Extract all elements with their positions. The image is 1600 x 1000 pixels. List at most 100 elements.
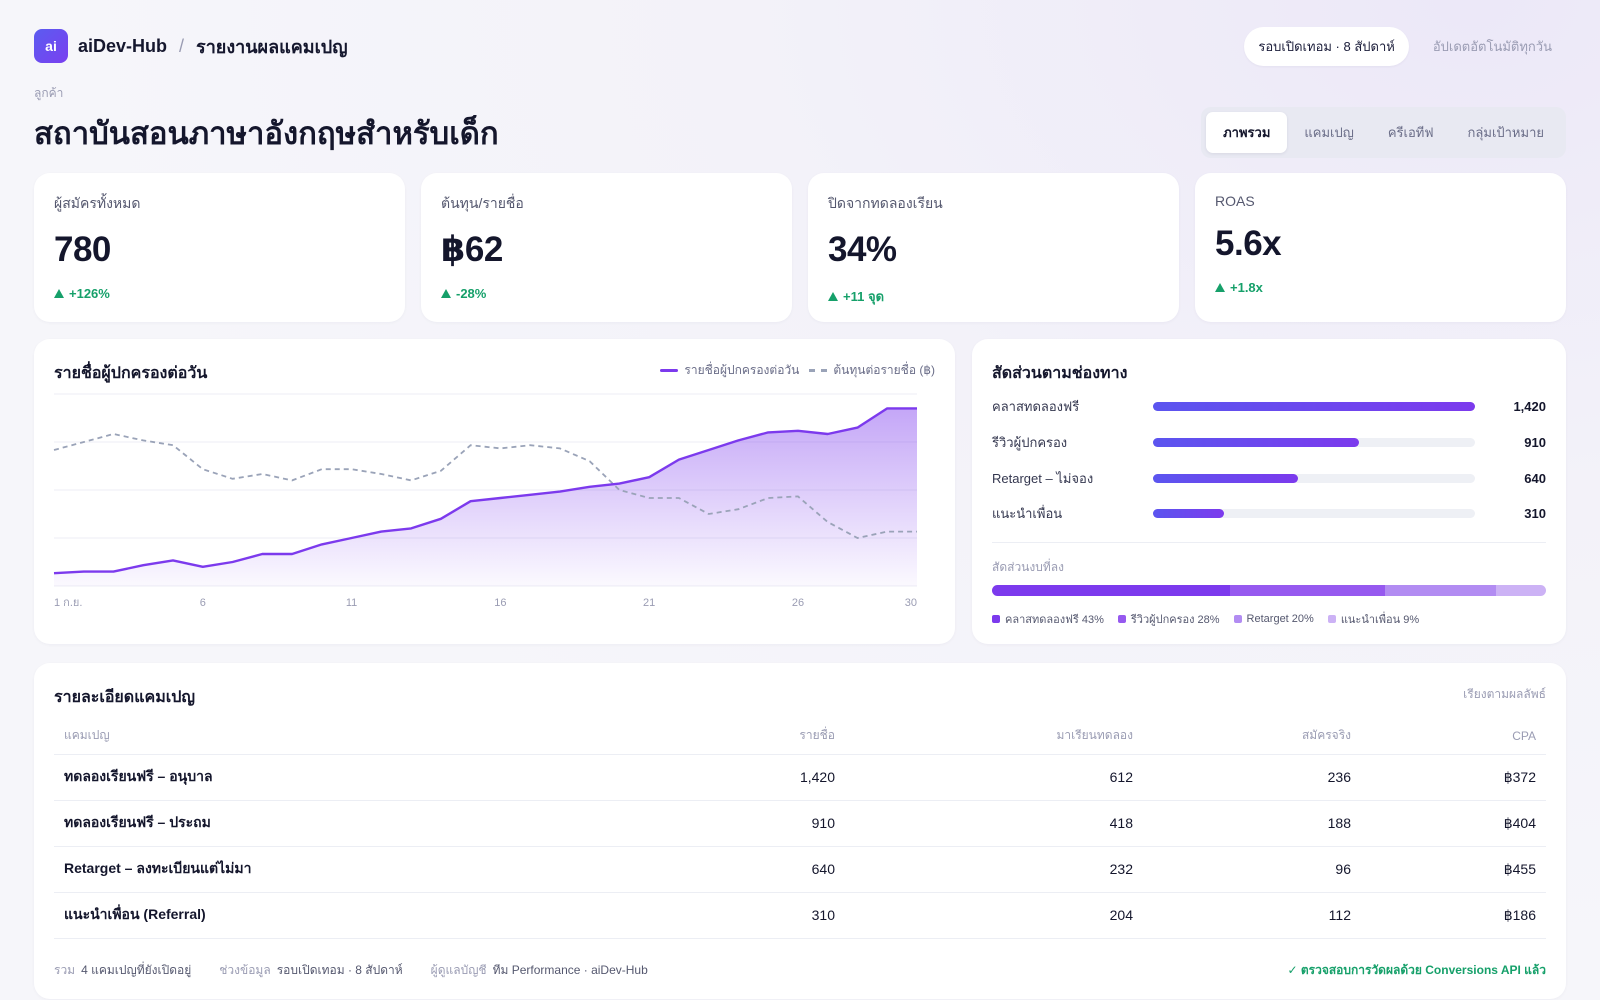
budget-legend-item: คลาสทดลองฟรี 43% <box>992 610 1104 628</box>
cell-enrolled: 236 <box>1143 754 1361 801</box>
leads-line-chart: 1 ก.ย. 6 11 16 21 26 30 <box>53 393 917 609</box>
page-title: สถาบันสอนภาษาอังกฤษสำหรับเด็ก <box>34 116 499 151</box>
legend-swatch <box>1233 615 1242 623</box>
table-row[interactable]: แนะนำเพื่อน (Referral) 310 204 112 ฿186 <box>54 892 1546 939</box>
period-selector[interactable]: รอบเปิดเทอม · 8 สัปดาห์ <box>1244 26 1409 66</box>
trend-up-icon <box>828 292 838 301</box>
column-header-campaign[interactable]: แคมเปญ <box>54 718 634 755</box>
legend-label-cost: ต้นทุนต่อรายชื่อ (฿) <box>833 363 935 377</box>
channel-name: รีวิวผู้ปกครอง <box>992 434 1068 450</box>
channel-bar-fill <box>1153 437 1360 447</box>
kpi-label: ต้นทุน/รายชื่อ <box>441 195 524 211</box>
footer-range-label: ช่วงข้อมูล <box>219 963 271 977</box>
chart-legend: รายชื่อผู้ปกครองต่อวัน ต้นทุนต่อรายชื่อ … <box>660 361 935 380</box>
kpi-delta: +126% <box>54 286 385 301</box>
channel-bar-fill <box>1153 473 1298 483</box>
campaign-table-card: รายละเอียดแคมเปญ เรียงตามผลลัพธ์ แคมเปญ … <box>34 663 1566 999</box>
channel-bar-track <box>1153 401 1475 411</box>
footer-range-value: รอบเปิดเทอม · 8 สัปดาห์ <box>276 963 403 977</box>
channel-row: รีวิวผู้ปกครอง 910 <box>992 432 1546 452</box>
cell-trial: 418 <box>845 800 1143 847</box>
kpi-value: 780 <box>54 230 111 269</box>
legend-swatch-leads <box>660 369 679 372</box>
budget-stacked-bar <box>992 585 1546 596</box>
kpi-card-trial-close-rate: ปิดจากทดลองเรียน 34% +11 จุด <box>808 173 1179 322</box>
cell-trial: 232 <box>845 846 1143 893</box>
campaign-name: ทดลองเรียนฟรี – ประถม <box>54 800 634 847</box>
tab-overview[interactable]: ภาพรวม <box>1206 112 1288 153</box>
budget-segment <box>992 585 1231 596</box>
cell-trial: 204 <box>845 892 1143 939</box>
legend-swatch <box>1117 615 1126 623</box>
cell-leads: 910 <box>634 800 845 847</box>
chart-title: รายชื่อผู้ปกครองต่อวัน <box>54 365 208 382</box>
x-tick-label: 30 <box>905 597 917 609</box>
channel-bar-track <box>1153 508 1475 518</box>
table-title: รายละเอียดแคมเปญ <box>54 689 196 706</box>
cell-enrolled: 112 <box>1143 892 1361 939</box>
budget-legend-label: แนะนำเพื่อน 9% <box>1340 614 1420 626</box>
legend-swatch-cost <box>809 369 828 372</box>
kpi-card-cost-per-lead: ต้นทุน/รายชื่อ ฿62 -28% <box>421 173 792 322</box>
cell-cpa: ฿186 <box>1361 892 1546 939</box>
kpi-label: ผู้สมัครทั้งหมด <box>54 195 141 211</box>
tab-audiences[interactable]: กลุ่มเป้าหมาย <box>1467 125 1544 140</box>
campaign-name: ทดลองเรียนฟรี – อนุบาล <box>54 754 634 801</box>
channel-bar-fill <box>1153 401 1475 411</box>
x-tick-label: 1 ก.ย. <box>54 597 82 609</box>
kpi-delta-value: +126% <box>69 286 110 301</box>
top-bar: ai aiDev-Hub / รายงานผลแคมเปญ รอบเปิดเทอ… <box>34 26 1552 66</box>
x-tick-label: 6 <box>200 597 206 609</box>
cell-leads: 640 <box>634 846 845 893</box>
column-header-cpa[interactable]: CPA <box>1361 718 1546 755</box>
budget-segment <box>1496 585 1546 596</box>
brand-name[interactable]: aiDev-Hub <box>78 35 168 56</box>
verified-status: ✓ ตรวจสอบการวัดผลด้วย Conversions API แล… <box>1287 963 1546 977</box>
cell-cpa: ฿455 <box>1361 846 1546 893</box>
table-row[interactable]: ทดลองเรียนฟรี – อนุบาล 1,420 612 236 ฿37… <box>54 754 1546 801</box>
brand-logo[interactable]: ai <box>34 29 68 63</box>
trend-up-icon <box>441 289 451 298</box>
cell-enrolled: 96 <box>1143 846 1361 893</box>
kpi-value: 34% <box>828 230 897 269</box>
kpi-delta: -28% <box>441 286 772 301</box>
x-tick-label: 11 <box>346 597 357 609</box>
divider <box>992 542 1546 543</box>
budget-segment <box>1385 585 1497 596</box>
tab-campaigns[interactable]: แคมเปญ <box>1304 125 1354 140</box>
channel-value: 310 <box>1524 505 1546 521</box>
view-tabs: ภาพรวม แคมเปญ ครีเอทีฟ กลุ่มเป้าหมาย <box>1201 107 1566 158</box>
kpi-card-total-signups: ผู้สมัครทั้งหมด 780 +126% <box>34 173 405 322</box>
leads-series-line <box>53 407 917 575</box>
budget-legend-item: รีวิวผู้ปกครอง 28% <box>1117 610 1220 628</box>
footer-owner-value: ทีม Performance · aiDev-Hub <box>492 963 648 977</box>
sort-indicator[interactable]: เรียงตามผลลัพธ์ <box>1463 687 1546 701</box>
channel-name: แนะนำเพื่อน <box>992 505 1063 521</box>
channel-bar-fill <box>1153 508 1224 518</box>
budget-legend-item: แนะนำเพื่อน 9% <box>1327 610 1420 628</box>
tab-creatives[interactable]: ครีเอทีฟ <box>1387 125 1434 140</box>
kpi-value: ฿62 <box>441 230 503 269</box>
auto-update-note: อัปเดตอัตโนมัติทุกวัน <box>1432 38 1552 54</box>
budget-legend-label: รีวิวผู้ปกครอง 28% <box>1130 614 1220 626</box>
channel-name: Retarget – ไม่จอง <box>992 470 1094 486</box>
client-label: ลูกค้า <box>34 86 64 100</box>
column-header-enrolled[interactable]: สมัครจริง <box>1143 718 1361 755</box>
legend-swatch <box>1327 615 1336 623</box>
budget-share-label: สัดส่วนงบที่ลง <box>992 560 1064 574</box>
table-row[interactable]: Retarget – ลงทะเบียนแต่ไม่มา 640 232 96 … <box>54 846 1546 893</box>
channel-row: คลาสทดลองฟรี 1,420 <box>992 396 1546 416</box>
table-row[interactable]: ทดลองเรียนฟรี – ประถม 910 418 188 ฿404 <box>54 800 1546 847</box>
budget-legend-item: Retarget 20% <box>1233 610 1314 628</box>
breadcrumb-separator: / <box>179 35 185 56</box>
budget-legend: คลาสทดลองฟรี 43% รีวิวผู้ปกครอง 28% Retarg… <box>992 610 1433 628</box>
cell-enrolled: 188 <box>1143 800 1361 847</box>
channel-bar-track <box>1153 473 1475 483</box>
leads-chart-card: รายชื่อผู้ปกครองต่อวัน รายชื่อผู้ปกครองต… <box>34 339 955 644</box>
kpi-delta-value: +11 จุด <box>843 289 885 304</box>
x-tick-label: 21 <box>643 597 655 609</box>
trend-up-icon <box>54 289 64 298</box>
cell-trial: 612 <box>845 754 1143 801</box>
column-header-trial[interactable]: มาเรียนทดลอง <box>845 718 1143 755</box>
column-header-leads[interactable]: รายชื่อ <box>634 718 845 755</box>
